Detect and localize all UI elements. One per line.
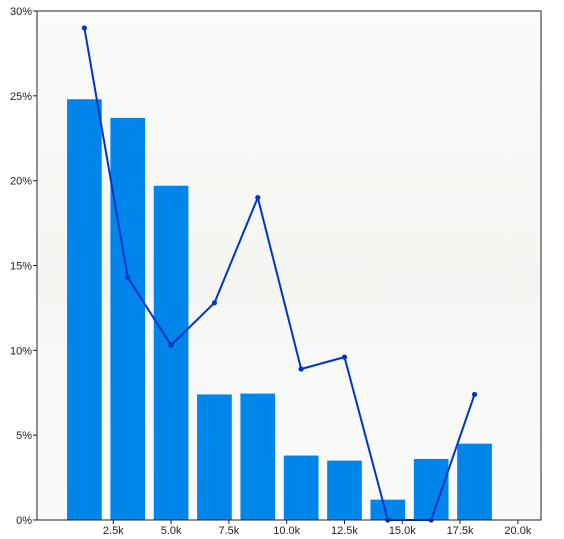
bar-7 [370, 499, 406, 520]
y-tick-label-3: 15% [10, 261, 32, 273]
x-tick-label-3: 10.0k [273, 525, 300, 537]
bar-4 [240, 393, 276, 520]
x-tick-label-6: 17.5k [447, 525, 474, 537]
axes-layer: 0% 5% 10% 15% 20% 25% 30% 2.5k 5.0k 7.5k 10.0k 12.5… [10, 6, 542, 537]
y-tick-label-2: 10% [10, 345, 32, 357]
bar-8 [413, 458, 449, 520]
bar-5 [283, 455, 319, 520]
y-tick-label-6: 30% [10, 6, 32, 18]
y-tick-label-5: 25% [10, 91, 32, 103]
x-tick-label-4: 12.5k [331, 525, 358, 537]
line-point-2 [168, 342, 174, 348]
x-tick-label-5: 15.0k [389, 525, 416, 537]
x-tick-label-0: 2.5k [103, 525, 124, 537]
line-point-5 [298, 366, 304, 372]
bar-3 [197, 394, 232, 520]
bar-6 [327, 460, 362, 520]
y-tick-label-4: 20% [10, 176, 32, 188]
line-point-6 [341, 354, 348, 360]
bar-9 [457, 443, 492, 520]
y-tick-label-0: 0% [16, 515, 32, 527]
line-point-0 [81, 25, 87, 31]
bars-layer [67, 99, 492, 520]
x-tick-label-7: 20.0k [504, 525, 531, 537]
line-point-4 [255, 195, 261, 201]
bar-1 [110, 117, 146, 520]
line-point-3 [211, 300, 218, 306]
x-tick-label-2: 7.5k [218, 525, 239, 537]
bar-0 [67, 99, 102, 520]
bar-2 [153, 185, 189, 520]
y-tick-label-1: 5% [16, 430, 32, 442]
x-tick-label-1: 5.0k [161, 525, 182, 537]
line-point-1 [125, 274, 131, 280]
line-point-9 [471, 391, 478, 398]
